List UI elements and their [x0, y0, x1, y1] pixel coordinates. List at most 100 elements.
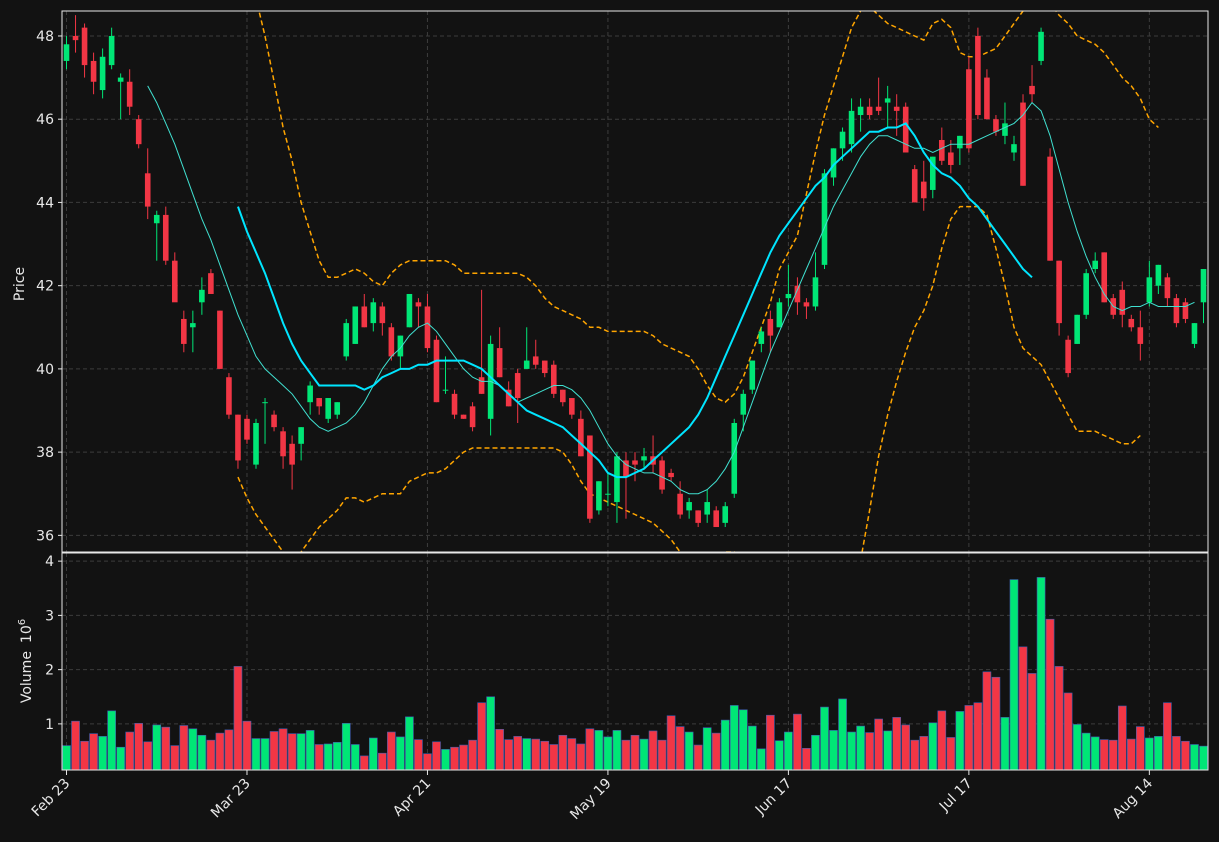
candle-body	[776, 302, 783, 328]
x-tick-label: Jun 17	[752, 776, 795, 819]
volume-bar	[287, 733, 297, 771]
volume-bar	[1018, 646, 1028, 771]
candle-body	[415, 302, 422, 307]
volume-bar	[910, 739, 920, 771]
candle-body	[469, 406, 476, 428]
volume-bar	[396, 736, 405, 771]
volume-bar	[522, 738, 532, 771]
candle-body	[929, 156, 936, 190]
candle-body	[90, 60, 97, 82]
volume-bar	[567, 738, 577, 771]
price-tick-label: 48	[36, 29, 54, 45]
candle-body	[406, 293, 413, 328]
candle-body	[587, 435, 593, 519]
volume-bar	[684, 731, 694, 771]
volume-bar	[811, 734, 820, 771]
volume-axis-label: Volume 106	[17, 619, 35, 703]
volume-bar	[242, 720, 252, 771]
candle-body	[993, 119, 999, 132]
volume-bar	[269, 731, 279, 771]
candle-body	[334, 402, 341, 415]
candle-body	[271, 414, 277, 428]
candle-body	[316, 398, 322, 407]
candle-body	[451, 393, 458, 415]
candle-body	[902, 106, 909, 153]
volume-axis-label-exponent-power: 6	[17, 619, 28, 625]
candle-body	[821, 173, 828, 265]
volume-bar	[423, 753, 432, 771]
candle-body	[1020, 102, 1026, 186]
candle-body	[1029, 85, 1035, 95]
price-tick-label: 40	[36, 362, 54, 378]
volume-bar	[1045, 618, 1055, 771]
volume-bar	[937, 710, 947, 771]
candle-body	[460, 414, 467, 419]
candle-body	[939, 140, 945, 161]
volume-bar	[350, 744, 360, 771]
volume-bar	[387, 731, 396, 771]
volume-bar	[1090, 736, 1100, 771]
volume-bar	[341, 723, 351, 771]
candle-body	[1083, 273, 1089, 315]
volume-bar	[630, 734, 640, 771]
candle-body	[523, 360, 530, 369]
volume-bar	[955, 711, 965, 771]
volume-bar	[206, 739, 216, 771]
candle-body	[893, 106, 900, 111]
volume-bar	[1108, 739, 1118, 771]
volume-bar	[711, 732, 721, 771]
candle-body	[117, 77, 124, 82]
volume-bar	[134, 723, 144, 771]
candle-body	[162, 214, 169, 261]
volume-bar	[802, 747, 811, 771]
upper-band-line	[258, 11, 1159, 404]
price-tick-label: 42	[36, 279, 54, 295]
volume-bar	[161, 726, 171, 771]
candle-body	[1146, 277, 1153, 303]
volume-bar	[603, 736, 613, 771]
candle-body	[1002, 123, 1008, 136]
volume-bar	[540, 740, 550, 771]
volume-bar	[98, 736, 107, 771]
volume-axis-label-text: Volume	[19, 651, 35, 703]
volume-bar	[657, 739, 667, 771]
volume-bar	[729, 705, 739, 771]
volume-bar	[874, 718, 883, 771]
volume-bar	[260, 738, 270, 771]
candle-body	[343, 323, 350, 357]
volume-bar	[495, 729, 504, 771]
volume-bar	[738, 709, 748, 771]
volume-bar	[359, 755, 369, 771]
lower-band-line	[237, 205, 1141, 552]
candle-body	[379, 306, 386, 324]
volume-bar	[1009, 579, 1019, 771]
candle-body	[713, 510, 720, 528]
candle-body	[758, 331, 765, 344]
candle-body	[280, 431, 286, 457]
volume-axis-label-exponent-base: 10	[19, 625, 35, 643]
volume-bar	[531, 738, 541, 771]
candle-body	[433, 339, 440, 403]
fast-moving-average-line	[147, 85, 1195, 495]
candle-body	[514, 373, 521, 399]
volume-bar	[450, 746, 459, 771]
volume-bar	[468, 739, 477, 771]
candle-body	[596, 481, 602, 511]
candle-body	[171, 260, 178, 303]
candle-body	[1065, 339, 1071, 374]
candle-body	[966, 69, 972, 149]
volume-bar	[775, 740, 784, 771]
candle-body	[325, 398, 331, 419]
volume-bar	[107, 710, 116, 771]
volume-bar	[820, 706, 829, 771]
volume-bar	[80, 740, 89, 771]
volume-bar	[829, 730, 838, 771]
price-tick-label: 36	[36, 528, 54, 544]
candle-body	[560, 389, 566, 403]
candle-body	[244, 418, 250, 440]
candle-body	[803, 302, 810, 307]
volume-bar	[982, 671, 992, 771]
volume-bar	[369, 737, 378, 771]
candle-body	[1191, 323, 1198, 344]
candle-body	[884, 98, 891, 103]
